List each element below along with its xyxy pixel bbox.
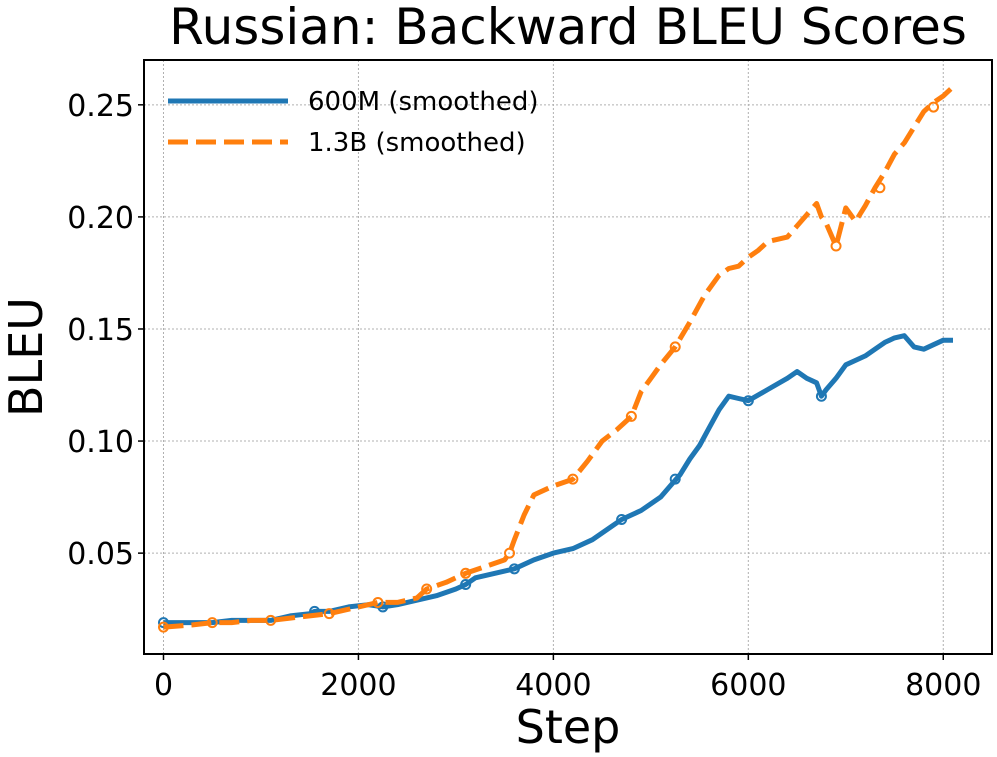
y-tick-label: 0.25 [67,89,134,124]
series-marker [815,390,827,402]
series-marker [567,473,579,485]
series-marker [616,514,628,526]
legend-label-600m: 600M (smoothed) [308,87,538,117]
series-1 [157,85,955,633]
series-marker [460,579,472,591]
series-marker [460,567,472,579]
series-marker [830,240,842,252]
series-marker [928,101,940,113]
series-marker [265,614,277,626]
series-marker [372,596,384,608]
series-marker [669,341,681,353]
series-marker [157,617,169,629]
legend: 600M (smoothed) 1.3B (smoothed) [168,87,538,158]
series-marker [508,563,520,575]
x-tick-label: 0 [154,668,173,703]
series-marker [504,547,516,559]
legend-label-1-3b: 1.3B (smoothed) [308,128,526,158]
x-tick-label: 6000 [710,668,786,703]
series-marker [874,182,886,194]
series-marker [206,617,218,629]
x-tick-label: 4000 [515,668,591,703]
y-axis-label: BLEU [0,297,53,417]
x-tick-label: 8000 [905,668,981,703]
series-marker [742,395,754,407]
series-layer [157,85,955,633]
series-marker [669,473,681,485]
x-tick-label: 2000 [320,668,396,703]
grid-lines [144,60,992,654]
series-marker [625,410,637,422]
y-tick-label: 0.10 [67,425,134,460]
y-tick-label: 0.15 [67,313,134,348]
plot-frame [143,59,993,655]
chart-title: Russian: Backward BLEU Scores [169,0,967,56]
y-tick-label: 0.20 [67,201,134,236]
series-line [163,85,955,630]
series-marker [421,583,433,595]
y-tick-label: 0.05 [67,537,134,572]
series-marker [323,608,335,620]
axis-ticks: 0 2000 4000 6000 8000 0.05 0.10 0.15 0.20 0.25 [67,89,981,703]
x-axis-label: Step [516,700,621,754]
series-marker [157,621,169,633]
